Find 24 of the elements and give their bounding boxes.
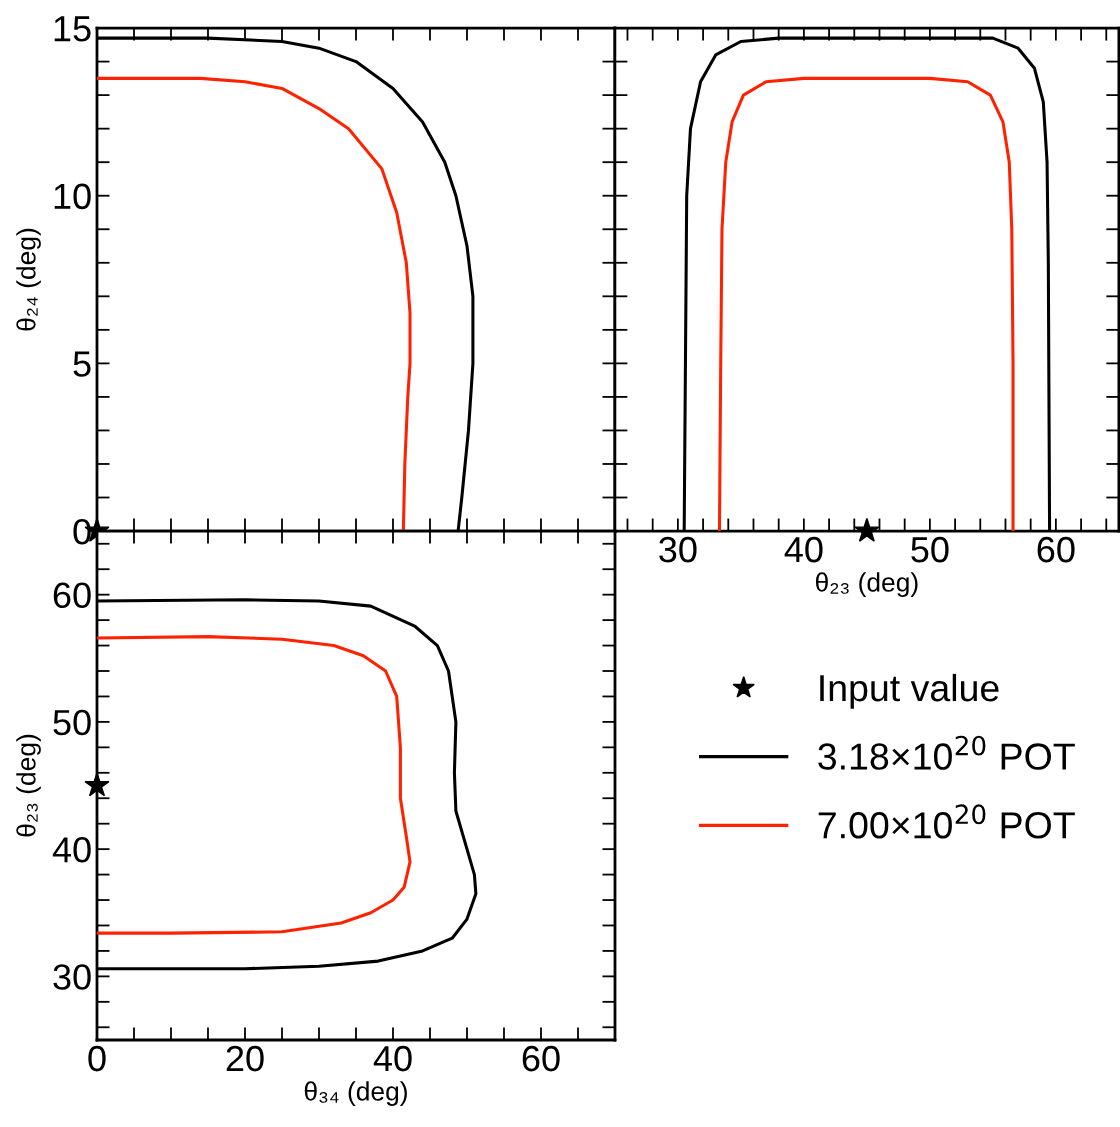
legend-label: 3.18×10$^{20}$ POT bbox=[818, 735, 1075, 770]
y-tick-label: 0 bbox=[73, 518, 91, 545]
x-tick-label: 60 bbox=[1037, 536, 1075, 563]
y-tick-label: 15 bbox=[54, 16, 91, 42]
legend-label: 7.00×10$^{20}$ POT bbox=[818, 804, 1075, 839]
x-tick-label: 30 bbox=[659, 536, 697, 563]
y-tick-label: 50 bbox=[53, 709, 91, 736]
y-tick-label: 40 bbox=[52, 837, 91, 863]
y-tick-label: 60 bbox=[53, 582, 91, 609]
y-axis-title: θ₂₄ (deg) bbox=[16, 228, 41, 331]
line-series bbox=[96, 76, 412, 532]
x-axis-title: θ₃₄ (deg) bbox=[304, 1081, 407, 1106]
x-tick-label: 50 bbox=[911, 536, 949, 563]
y-tick-label: 5 bbox=[73, 351, 91, 377]
x-tick-label: 20 bbox=[226, 1045, 264, 1072]
x-axis-title: θ₂₃ (deg) bbox=[815, 572, 918, 597]
x-tick-label: 40 bbox=[784, 536, 823, 563]
x-tick-label: 40 bbox=[373, 1045, 412, 1072]
legend-label: Input value bbox=[820, 673, 999, 709]
x-tick-label: 60 bbox=[522, 1045, 560, 1072]
y-tick-label: 10 bbox=[54, 183, 91, 210]
y-axis-title: θ₂₃ (deg) bbox=[16, 734, 41, 837]
y-tick-label: 30 bbox=[53, 964, 91, 990]
line-series bbox=[96, 635, 412, 935]
